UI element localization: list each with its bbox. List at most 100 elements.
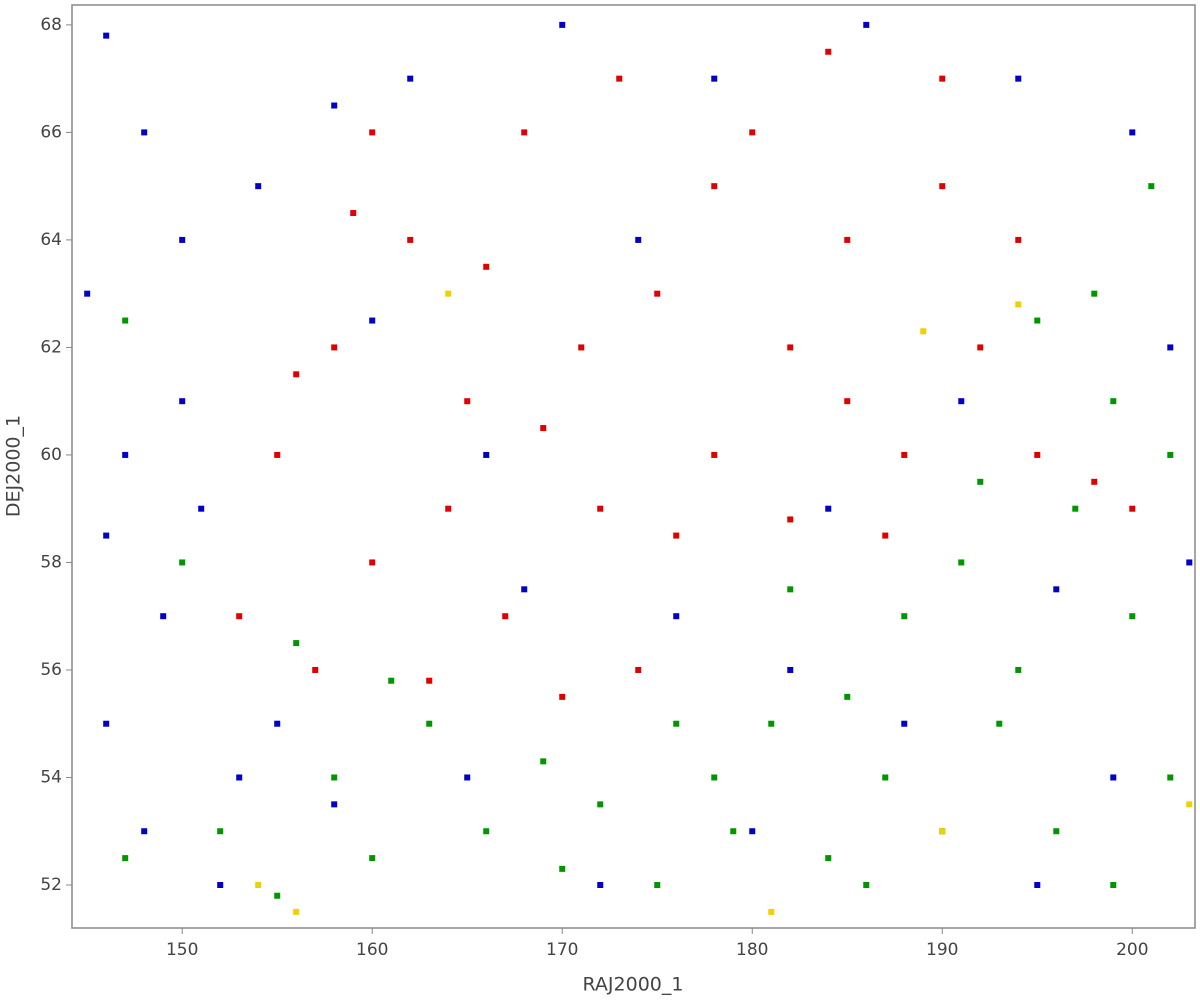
data-point	[369, 129, 376, 136]
data-point	[1129, 613, 1136, 620]
data-point	[673, 532, 680, 539]
data-point	[179, 236, 186, 243]
data-point	[616, 75, 623, 82]
data-point	[768, 908, 775, 915]
x-tick-label: 200	[1116, 940, 1148, 960]
data-point	[844, 398, 851, 405]
data-point	[122, 451, 129, 458]
data-point	[274, 451, 281, 458]
data-point	[255, 881, 262, 888]
data-point	[1034, 317, 1041, 324]
data-point	[901, 451, 908, 458]
x-tick-label: 190	[926, 940, 958, 960]
data-point	[483, 263, 490, 270]
data-point	[597, 801, 604, 808]
data-point	[141, 129, 148, 136]
data-point	[711, 183, 718, 190]
data-point	[977, 344, 984, 351]
data-point	[977, 478, 984, 485]
data-point	[1110, 881, 1117, 888]
data-point	[825, 855, 832, 862]
data-point	[217, 881, 224, 888]
data-point	[578, 344, 585, 351]
data-point	[1015, 75, 1022, 82]
data-point	[236, 774, 243, 781]
data-point	[787, 586, 794, 593]
data-point	[312, 666, 319, 673]
data-point	[730, 828, 737, 835]
data-point	[597, 505, 604, 512]
data-point	[939, 183, 946, 190]
data-point	[407, 236, 414, 243]
data-point	[863, 21, 870, 28]
data-point	[426, 677, 433, 684]
data-point	[1091, 478, 1098, 485]
data-point	[1167, 344, 1174, 351]
data-point	[122, 855, 129, 862]
data-point	[1186, 559, 1193, 566]
data-point	[825, 505, 832, 512]
x-tick-label: 160	[356, 940, 388, 960]
y-axis-label: DEJ2000_1	[3, 415, 25, 517]
y-tick-label: 64	[40, 230, 62, 250]
y-tick-label: 66	[40, 122, 62, 142]
data-point	[1148, 183, 1155, 190]
data-point	[1053, 828, 1060, 835]
y-tick-label: 54	[40, 767, 62, 787]
data-point	[369, 559, 376, 566]
data-point	[521, 129, 528, 136]
data-point	[407, 75, 414, 82]
data-point	[559, 693, 566, 700]
data-point	[749, 129, 756, 136]
data-point	[1034, 881, 1041, 888]
data-point	[673, 720, 680, 727]
plot-frame	[71, 4, 1196, 929]
data-point	[825, 48, 832, 55]
data-point	[483, 828, 490, 835]
data-point	[1015, 301, 1022, 308]
data-point	[122, 317, 129, 324]
data-point	[768, 720, 775, 727]
x-tick-label: 150	[166, 940, 198, 960]
y-tick-label: 60	[40, 445, 62, 465]
data-point	[673, 613, 680, 620]
data-point	[521, 586, 528, 593]
data-point	[844, 693, 851, 700]
data-point	[331, 344, 338, 351]
data-point	[331, 774, 338, 781]
data-point	[1110, 398, 1117, 405]
data-point	[882, 774, 889, 781]
data-point	[654, 290, 661, 297]
data-point	[711, 451, 718, 458]
y-tick-label: 52	[40, 875, 62, 895]
data-point	[635, 236, 642, 243]
data-point	[464, 398, 471, 405]
data-point	[1167, 451, 1174, 458]
data-point	[274, 892, 281, 899]
data-point	[1186, 801, 1193, 808]
data-point	[369, 317, 376, 324]
data-point	[863, 881, 870, 888]
data-point	[483, 451, 490, 458]
data-point	[901, 720, 908, 727]
data-point	[369, 855, 376, 862]
data-point	[559, 21, 566, 28]
data-point	[540, 758, 547, 765]
data-point	[996, 720, 1003, 727]
data-point	[217, 828, 224, 835]
y-tick-label: 62	[40, 337, 62, 357]
data-point	[179, 398, 186, 405]
data-point	[787, 344, 794, 351]
data-point	[1129, 129, 1136, 136]
data-point	[445, 290, 452, 297]
data-point	[1110, 774, 1117, 781]
data-point	[635, 666, 642, 673]
data-point	[84, 290, 91, 297]
data-point	[882, 532, 889, 539]
data-point	[939, 75, 946, 82]
data-point	[939, 828, 946, 835]
data-point	[597, 881, 604, 888]
data-point	[901, 613, 908, 620]
